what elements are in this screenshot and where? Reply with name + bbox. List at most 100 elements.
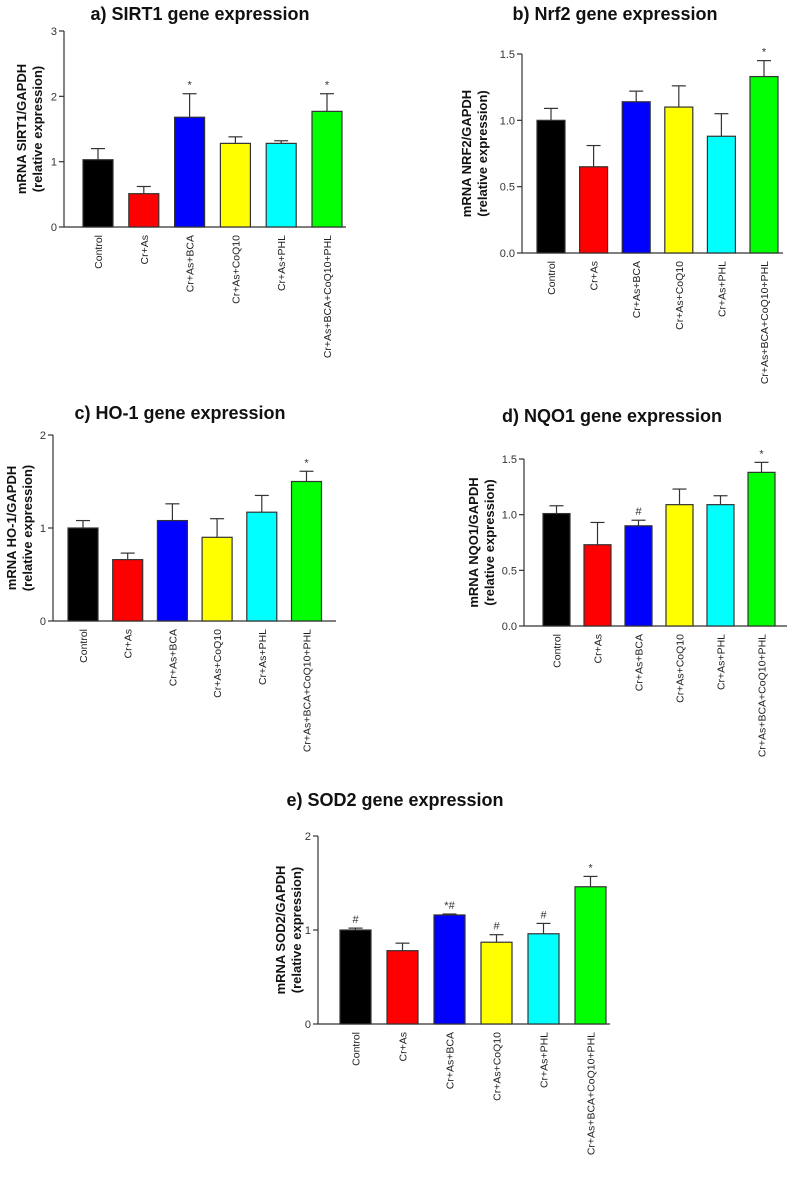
category-label: Cr+As xyxy=(593,634,605,663)
y-tick-label: 2 xyxy=(51,91,57,103)
y-tick-label: 0.5 xyxy=(500,182,515,194)
category-label: Cr+As+BCA xyxy=(445,1032,457,1089)
significance-marker: * xyxy=(304,457,309,469)
bar-cr-as xyxy=(128,193,160,228)
bar-cr-as-bca xyxy=(174,116,206,228)
category-label: Cr+As+CoQ10 xyxy=(675,634,687,703)
y-axis-label: (relative expression) xyxy=(475,90,490,216)
significance-marker: * xyxy=(325,80,330,92)
category-label: Control xyxy=(78,629,90,663)
category-label: Cr+As+BCA+CoQ10+PHL xyxy=(322,235,334,358)
bar-cr-as-coq10 xyxy=(201,536,233,622)
category-label: Cr+As+CoQ10 xyxy=(230,235,242,304)
bar-cr-as-bca xyxy=(621,101,651,254)
y-tick-label: 1 xyxy=(305,925,311,937)
bar-cr-as-coq10 xyxy=(480,941,513,1025)
significance-marker: # xyxy=(493,921,500,933)
bar-cr-as-coq10 xyxy=(664,106,694,254)
y-tick-label: 2 xyxy=(305,831,311,843)
y-tick-label: 0.0 xyxy=(500,248,515,260)
category-label: Cr+As+BCA xyxy=(634,634,646,691)
bar-cr-as xyxy=(386,950,419,1025)
bar-cr-as-bca-coq10-phl xyxy=(747,471,776,627)
y-tick-label: 1.5 xyxy=(500,49,515,61)
category-label: Cr+As+BCA+CoQ10+PHL xyxy=(586,1032,598,1155)
bar-cr-as-bca-coq10-phl xyxy=(290,480,323,622)
y-tick-label: 3 xyxy=(51,26,57,38)
bar-cr-as-bca-coq10-phl xyxy=(574,886,607,1025)
bar-control xyxy=(82,159,114,228)
category-label: Cr+As+BCA xyxy=(167,629,179,686)
chart-title: b) Nrf2 gene expression xyxy=(512,4,717,24)
bar-control xyxy=(67,527,99,622)
y-axis-label: mRNA HO-1/GAPDH xyxy=(4,466,19,590)
bar-cr-as-bca xyxy=(624,525,653,627)
category-label: Cr+As xyxy=(398,1032,410,1061)
category-label: Cr+As+CoQ10 xyxy=(674,261,686,330)
y-tick-label: 1 xyxy=(51,157,57,169)
category-label: Control xyxy=(552,634,564,668)
category-label: Control xyxy=(351,1032,363,1066)
bar-control xyxy=(536,119,566,254)
significance-marker: # xyxy=(540,909,547,921)
y-tick-label: 2 xyxy=(40,430,46,442)
y-axis-label: (relative expression) xyxy=(30,66,45,192)
chart-title: e) SOD2 gene expression xyxy=(286,790,503,810)
y-tick-label: 0.0 xyxy=(502,621,517,633)
category-label: Control xyxy=(546,261,558,295)
significance-marker: # xyxy=(352,914,359,926)
bar-cr-as-bca xyxy=(433,914,466,1025)
category-label: Cr+As+BCA+CoQ10+PHL xyxy=(759,261,771,384)
y-tick-label: 0 xyxy=(51,222,57,234)
y-axis-label: mRNA NQO1/GAPDH xyxy=(466,477,481,607)
significance-marker: * xyxy=(759,448,764,460)
category-label: Control xyxy=(93,235,105,269)
chart-panel-c: c) HO-1 gene expression mRNA HO-1/GAPDH (r… xyxy=(4,403,336,752)
y-axis-label: mRNA SIRT1/GAPDH xyxy=(14,64,29,194)
category-label: Cr+As+PHL xyxy=(257,629,269,685)
significance-marker: # xyxy=(635,506,642,518)
y-tick-label: 1.0 xyxy=(502,510,517,522)
category-label: Cr+As+PHL xyxy=(276,235,288,291)
category-label: Cr+As+PHL xyxy=(716,261,728,317)
category-label: Cr+As+BCA xyxy=(185,235,197,292)
chart-title: d) NQO1 gene expression xyxy=(502,406,722,426)
bar-cr-as-phl xyxy=(246,511,278,622)
bar-control xyxy=(542,512,571,627)
bar-cr-as-bca-coq10-phl xyxy=(749,75,779,254)
y-axis-label: (relative expression) xyxy=(20,465,35,591)
category-label: Cr+As+PHL xyxy=(539,1032,551,1088)
chart-title: a) SIRT1 gene expression xyxy=(90,4,309,24)
y-tick-label: 1 xyxy=(40,523,46,535)
y-axis-label: (relative expression) xyxy=(482,479,497,605)
y-axis-label: (relative expression) xyxy=(289,867,304,993)
y-tick-label: 1.5 xyxy=(502,454,517,466)
significance-marker: * xyxy=(762,47,767,59)
significance-marker: *# xyxy=(444,900,455,912)
category-label: Cr+As+BCA xyxy=(631,261,643,318)
category-label: Cr+As xyxy=(139,235,151,264)
bar-cr-as-phl xyxy=(706,504,735,627)
bar-cr-as xyxy=(112,559,144,622)
category-label: Cr+As+BCA+CoQ10+PHL xyxy=(302,629,314,752)
chart-title: c) HO-1 gene expression xyxy=(74,403,285,423)
y-tick-label: 1.0 xyxy=(500,115,515,127)
category-label: Cr+As+PHL xyxy=(716,634,728,690)
significance-marker: * xyxy=(187,80,192,92)
bar-cr-as xyxy=(578,166,609,254)
chart-panel-d: d) NQO1 gene expression mRNA NQO1/GAPDH (r… xyxy=(466,406,787,757)
category-label: Cr+As+CoQ10 xyxy=(492,1032,504,1101)
bar-cr-as-coq10 xyxy=(219,142,251,228)
y-tick-label: 0 xyxy=(40,616,46,628)
chart-panel-a: a) SIRT1 gene expression mRNA SIRT1/GAPDH… xyxy=(14,4,346,358)
bar-cr-as-coq10 xyxy=(665,504,694,627)
bar-cr-as xyxy=(583,544,612,627)
category-label: Cr+As xyxy=(123,629,135,658)
category-label: Cr+As+BCA+CoQ10+PHL xyxy=(757,634,769,757)
y-axis-label: mRNA SOD2/GAPDH xyxy=(273,866,288,995)
chart-panel-b: b) Nrf2 gene expression mRNA NRF2/GAPDH (r… xyxy=(459,4,783,384)
bar-cr-as-phl xyxy=(265,142,297,228)
bar-cr-as-phl xyxy=(527,933,560,1025)
